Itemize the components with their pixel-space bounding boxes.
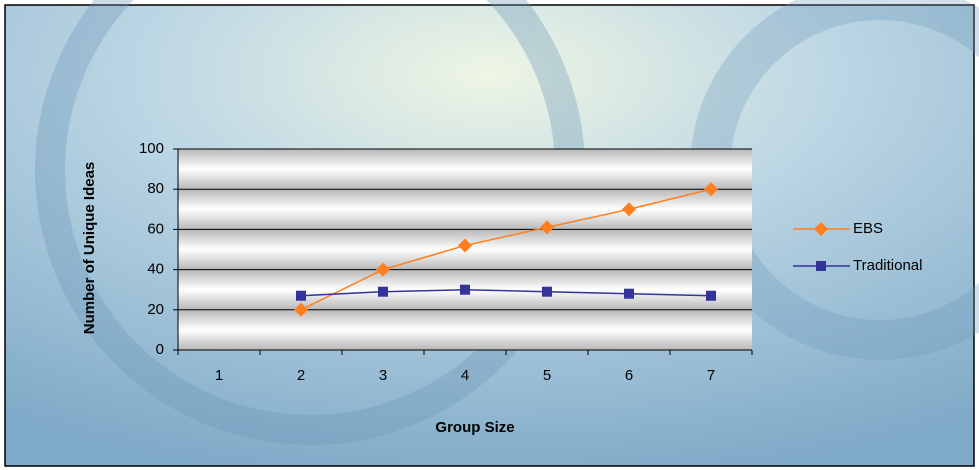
y-tick-label: 40 bbox=[147, 261, 164, 278]
marker bbox=[460, 285, 470, 295]
chart: Group Size Number of Unique Ideas 0 20 40 6… bbox=[0, 0, 979, 470]
y-axis-title: Number of Unique Ideas bbox=[81, 162, 98, 335]
marker bbox=[378, 287, 388, 297]
marker bbox=[706, 291, 716, 301]
y-tick-label: 20 bbox=[147, 301, 164, 318]
x-tick-label: 4 bbox=[461, 367, 469, 384]
x-tick-label: 1 bbox=[215, 367, 223, 384]
x-tick-label: 3 bbox=[379, 367, 387, 384]
y-tick-label: 60 bbox=[147, 220, 164, 237]
legend-label: EBS bbox=[853, 220, 883, 237]
marker bbox=[816, 261, 826, 271]
marker bbox=[624, 289, 634, 299]
marker bbox=[542, 287, 552, 297]
x-tick-label: 5 bbox=[543, 367, 551, 384]
y-tick-label: 0 bbox=[156, 341, 164, 358]
y-tick-label: 100 bbox=[139, 140, 164, 157]
x-tick-label: 2 bbox=[297, 367, 305, 384]
x-tick-label: 7 bbox=[707, 367, 715, 384]
marker bbox=[296, 291, 306, 301]
x-axis-title: Group Size bbox=[435, 419, 514, 436]
x-tick-label: 6 bbox=[625, 367, 633, 384]
legend-label: Traditional bbox=[853, 257, 922, 274]
y-tick-label: 80 bbox=[147, 180, 164, 197]
